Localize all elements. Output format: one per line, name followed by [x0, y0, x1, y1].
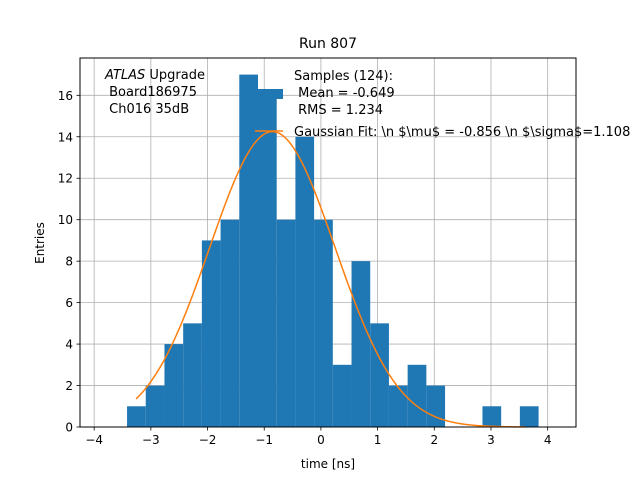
histogram-bar [314, 219, 333, 427]
histogram-bar [145, 385, 165, 427]
atlas-upgrade: Upgrade [145, 68, 205, 83]
histogram-bar [295, 136, 315, 428]
atlas-italic: ATLAS [104, 68, 145, 83]
y-tick-label: 4 [65, 338, 73, 352]
histogram-bars [127, 74, 539, 428]
legend: Samples (124): Mean = -0.649 RMS = 1.234… [255, 69, 630, 140]
y-tick-label: 8 [65, 255, 73, 269]
x-tick-label: −1 [255, 433, 273, 447]
histogram-bar [183, 323, 202, 427]
atlas-annotation-line3: Ch016 35dB [105, 102, 189, 117]
histogram-bar [220, 219, 240, 427]
atlas-annotation: ATLAS Upgrade Board186975 Ch016 35dB [104, 68, 205, 117]
y-tick-label: 2 [65, 379, 73, 393]
x-axis-label: time [ns] [301, 457, 355, 471]
chart-title: Run 807 [299, 36, 357, 52]
y-axis-label: Entries [33, 222, 47, 264]
histogram-bar [388, 385, 408, 427]
x-tick-label: −3 [142, 433, 160, 447]
y-tick-label: 0 [65, 421, 73, 435]
x-tick-label: 4 [544, 433, 552, 447]
y-tick-label: 16 [58, 89, 73, 103]
legend-samples-line3: RMS = 1.234 [294, 103, 383, 118]
histogram-bar [407, 364, 427, 427]
histogram-bar [370, 323, 389, 427]
histogram-bar [201, 240, 221, 427]
atlas-annotation-line2: Board186975 [105, 85, 197, 100]
y-tick-label: 12 [58, 172, 73, 186]
histogram-bar [482, 406, 502, 427]
y-axis-ticks: 0 2 4 6 8 10 12 14 16 [58, 89, 80, 435]
atlas-annotation-line1: ATLAS Upgrade [104, 68, 205, 83]
histogram-bar [332, 364, 352, 427]
legend-samples-swatch [255, 89, 283, 99]
histogram-bar [519, 406, 539, 427]
histogram-bar [127, 406, 146, 427]
histogram-bar [276, 219, 296, 427]
histogram-bar [239, 74, 258, 428]
plot-frame [79, 57, 577, 428]
legend-samples-line2: Mean = -0.649 [294, 86, 395, 101]
x-tick-label: 2 [430, 433, 438, 447]
y-tick-label: 10 [58, 213, 73, 227]
x-tick-label: 3 [487, 433, 495, 447]
legend-fit-label: Gaussian Fit: \n $\mu$ = -0.856 \n $\sig… [294, 125, 630, 140]
y-tick-label: 14 [58, 130, 73, 144]
x-axis-ticks: −4 −3 −2 −1 0 1 2 3 4 [85, 427, 551, 447]
x-tick-label: −4 [85, 433, 103, 447]
y-tick-label: 6 [65, 296, 73, 310]
x-tick-label: −2 [199, 433, 217, 447]
histogram-bar [351, 261, 371, 427]
legend-samples-line1: Samples (124): [294, 69, 393, 84]
gaussian-fit-line [135, 130, 525, 428]
histogram-bar [426, 385, 446, 427]
histogram-bar [257, 95, 277, 427]
x-tick-label: 0 [317, 433, 325, 447]
x-tick-label: 1 [374, 433, 382, 447]
histogram-bar [164, 344, 184, 427]
